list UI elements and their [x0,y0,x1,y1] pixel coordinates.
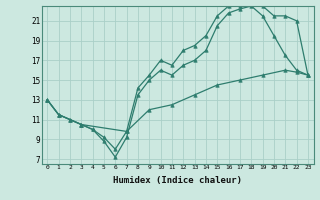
X-axis label: Humidex (Indice chaleur): Humidex (Indice chaleur) [113,176,242,185]
